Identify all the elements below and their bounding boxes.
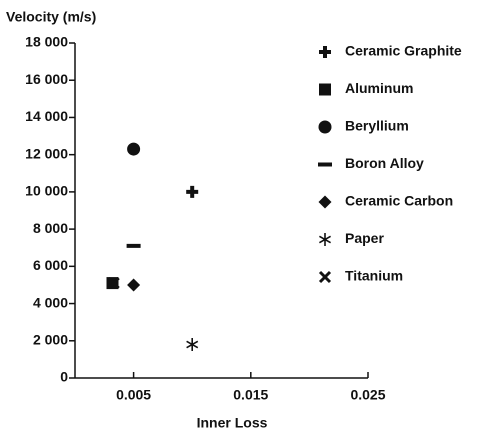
data-point — [186, 338, 199, 351]
data-point — [127, 278, 141, 292]
legend-label: Aluminum — [345, 80, 413, 96]
legend-marker — [318, 195, 332, 209]
legend-marker — [319, 233, 331, 246]
legend-label: Ceramic Graphite — [345, 43, 462, 59]
x-tick-label: 0.005 — [116, 387, 151, 403]
y-tick-label: 0 — [60, 369, 68, 385]
data-point — [127, 142, 141, 156]
data-point — [126, 243, 141, 248]
legend-label: Titanium — [345, 268, 403, 284]
legend-label: Paper — [345, 230, 384, 246]
legend-marker — [319, 83, 331, 96]
y-axis-title: Velocity (m/s) — [6, 9, 96, 25]
data-point — [107, 277, 120, 290]
y-tick-label: 18 000 — [25, 34, 68, 50]
legend-marker — [318, 270, 332, 284]
y-tick-label: 10 000 — [25, 183, 68, 199]
y-tick-label: 8 000 — [33, 220, 68, 236]
legend-label: Beryllium — [345, 118, 409, 134]
y-tick-label: 12 000 — [25, 145, 68, 161]
data-point — [186, 185, 199, 198]
y-tick-label: 16 000 — [25, 71, 68, 87]
legend-marker — [319, 46, 331, 58]
legend-marker — [318, 120, 332, 134]
y-tick-label: 6 000 — [33, 257, 68, 273]
legend-marker — [318, 162, 332, 167]
x-axis-title: Inner Loss — [197, 415, 268, 431]
legend-label: Boron Alloy — [345, 155, 424, 171]
y-tick-label: 14 000 — [25, 108, 68, 124]
x-tick-label: 0.015 — [233, 387, 268, 403]
y-tick-label: 2 000 — [33, 331, 68, 347]
legend-label: Ceramic Carbon — [345, 193, 453, 209]
y-tick-label: 4 000 — [33, 294, 68, 310]
x-tick-label: 0.025 — [350, 387, 385, 403]
